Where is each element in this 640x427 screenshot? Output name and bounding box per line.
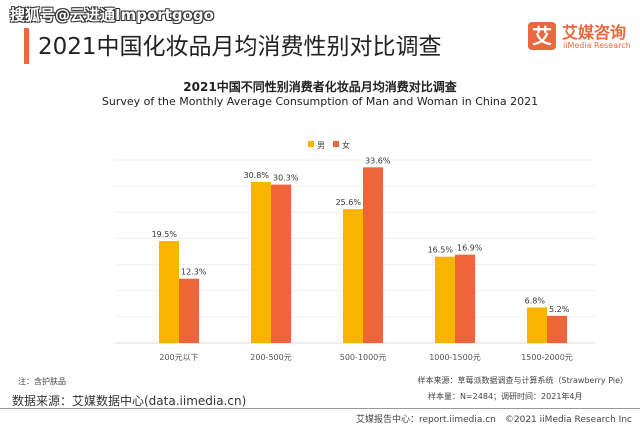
data-label: 25.6% [336, 198, 362, 207]
x-tick-label: 1500-2000元 [521, 353, 573, 362]
copyright: 艾媒报告中心：report.iimedia.cn ©2021 iiMedia R… [355, 415, 632, 425]
logo-mark: 艾 [528, 22, 556, 50]
data-label: 30.8% [244, 171, 270, 180]
divider [0, 408, 640, 409]
logo-text: 艾媒咨询 [562, 23, 627, 42]
watermark: 搜狐号@云进通Importgogo [10, 6, 214, 24]
data-label: 12.3% [181, 268, 207, 277]
data-label: 19.5% [152, 230, 178, 239]
chart-subtitle: Survey of the Monthly Average Consumptio… [101, 95, 539, 108]
bar [455, 254, 475, 343]
legend-label: 男 [317, 141, 325, 150]
sample-size: 样本量：N=2484；调研时间：2021年4月 [428, 392, 583, 401]
data-label: 5.2% [549, 305, 570, 314]
sample-source: 样本来源：草莓派数据调查与计算系统（Strawberry Pie） [417, 376, 628, 385]
bar [527, 307, 547, 343]
data-label: 33.6% [365, 156, 391, 165]
page-title: 2021中国化妆品月均消费性别对比调查 [38, 34, 442, 60]
bar [251, 181, 271, 343]
data-source: 数据来源：艾媒数据中心(data.iimedia.cn) [12, 394, 247, 408]
note: 注：含护肤品 [18, 377, 66, 386]
title-accent-bar [24, 28, 29, 64]
bar [547, 315, 567, 343]
x-tick-label: 200元以下 [159, 353, 198, 362]
bar [271, 184, 291, 343]
legend-swatch [333, 141, 339, 147]
chart-title: 2021中国不同性别消费者化妆品月均消费对比调查 [183, 80, 457, 94]
logo-subtext: iiMedia Research [563, 41, 631, 50]
x-tick-label: 500-1000元 [340, 353, 387, 362]
legend-label: 女 [342, 140, 350, 150]
data-label: 30.3% [273, 174, 299, 183]
data-label: 16.9% [457, 244, 483, 253]
legend-swatch [308, 141, 314, 147]
bar [179, 278, 199, 343]
bar [363, 167, 383, 343]
bar [343, 209, 363, 343]
data-label: 16.5% [428, 246, 454, 255]
data-label: 6.8% [525, 296, 546, 305]
x-tick-label: 200-500元 [250, 353, 291, 362]
x-tick-label: 1000-1500元 [429, 353, 481, 362]
bar [435, 256, 455, 343]
bar [159, 241, 179, 343]
